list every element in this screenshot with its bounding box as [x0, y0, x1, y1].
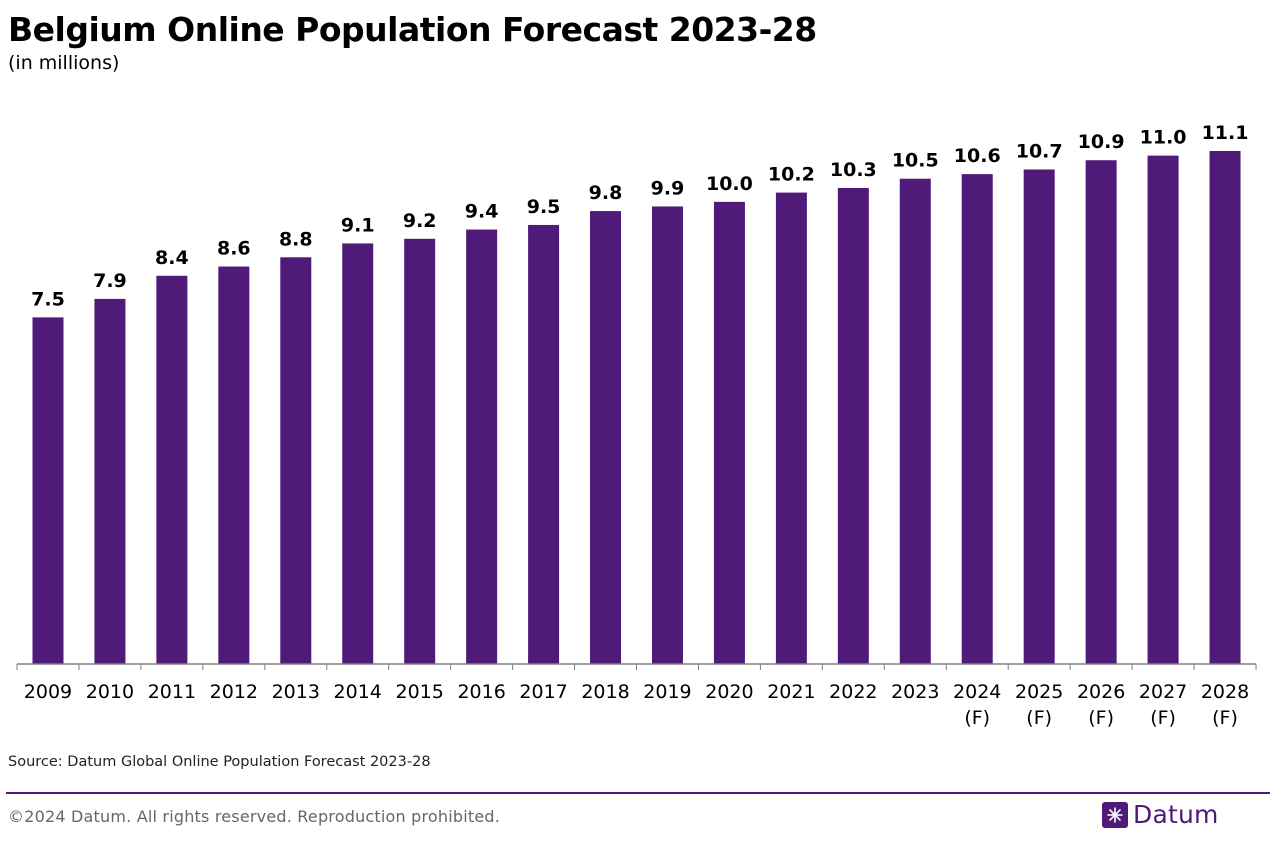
bar-value-label: 10.5 — [892, 150, 939, 172]
x-tick-label: 2028 (F) — [1201, 681, 1249, 729]
bar-value-label: 10.0 — [706, 173, 753, 195]
logo-text: Datum — [1133, 800, 1219, 829]
bar-2009 — [32, 317, 64, 664]
bar-2027 — [1147, 155, 1179, 664]
bar-2011 — [156, 275, 188, 664]
x-tick-label: 2019 — [643, 681, 691, 703]
bar-2017 — [528, 224, 560, 664]
bar-2013 — [280, 257, 312, 664]
bar-value-label: 8.6 — [217, 238, 251, 260]
bar-value-label: 9.9 — [651, 177, 685, 199]
bar-value-label: 8.4 — [155, 247, 189, 269]
footer-divider — [6, 792, 1270, 794]
bar-value-label: 9.5 — [527, 196, 561, 218]
chart-title: Belgium Online Population Forecast 2023-… — [8, 10, 817, 49]
x-tick-label: 2013 — [272, 681, 320, 703]
bar-value-label: 9.8 — [589, 182, 623, 204]
bar-value-label: 9.4 — [465, 201, 499, 223]
x-tick-label: 2017 — [519, 681, 567, 703]
bar-2025 — [1023, 169, 1055, 665]
x-tick-label: 2025 (F) — [1015, 681, 1063, 729]
x-tick-label: 2026 (F) — [1077, 681, 1125, 729]
bar-value-label: 10.6 — [954, 145, 1001, 167]
bar-value-label: 10.7 — [1016, 140, 1063, 162]
x-tick-label: 2012 — [210, 681, 258, 703]
bar-2026 — [1085, 160, 1117, 665]
bar-value-label: 10.3 — [830, 159, 877, 181]
bar-value-label: 11.0 — [1140, 127, 1187, 149]
chart-subtitle: (in millions) — [8, 52, 120, 74]
datum-logo-mark — [1107, 807, 1123, 823]
x-tick-label: 2027 (F) — [1139, 681, 1187, 729]
datum-logo-icon — [1102, 802, 1128, 828]
bar-2012 — [218, 266, 250, 664]
bar-value-label: 7.5 — [31, 288, 65, 310]
x-tick-label: 2022 — [829, 681, 877, 703]
bar-value-label: 10.2 — [768, 164, 815, 186]
copyright-text: ©2024 Datum. All rights reserved. Reprod… — [8, 807, 501, 826]
bar-2020 — [713, 201, 745, 664]
x-tick-label: 2018 — [581, 681, 629, 703]
bar-2016 — [466, 229, 498, 664]
x-axis — [16, 663, 1257, 670]
bars-group — [32, 151, 1241, 665]
bar-value-label: 11.1 — [1202, 122, 1249, 144]
bar-2022 — [837, 187, 869, 664]
bar-2015 — [404, 238, 436, 664]
bar-2023 — [899, 178, 931, 665]
bar-2010 — [94, 298, 126, 664]
bar-value-label: 7.9 — [93, 270, 127, 292]
bar-2019 — [651, 206, 683, 664]
source-note: Source: Datum Global Online Population F… — [8, 754, 431, 770]
x-tick-label: 2020 — [705, 681, 753, 703]
bar-value-label: 8.8 — [279, 228, 313, 250]
x-tick-label: 2010 — [86, 681, 134, 703]
datum-logo: Datum — [1102, 800, 1219, 830]
x-tick-label: 2015 — [396, 681, 444, 703]
x-tick-label: 2011 — [148, 681, 196, 703]
x-tick-label: 2024 (F) — [953, 681, 1001, 729]
bar-value-label: 9.2 — [403, 210, 437, 232]
bar-2028 — [1209, 151, 1241, 664]
bar-2018 — [590, 211, 622, 664]
bar-2021 — [775, 192, 807, 664]
x-tick-labels-group: 2009 2010 2011 2012 2013 2014 2015 2016 2017 2018… — [24, 681, 1249, 729]
bar-value-label: 10.9 — [1078, 131, 1125, 153]
x-tick-label: 2021 — [767, 681, 815, 703]
bar-2014 — [342, 243, 374, 664]
x-tick-label: 2023 — [891, 681, 939, 703]
x-tick-label: 2009 — [24, 681, 72, 703]
value-labels-group: 7.5 7.9 8.4 8.6 8.8 9.1 9.2 9.4 9.5 9.8 9.9 10.0 10.… — [31, 122, 1248, 310]
x-tick-label: 2016 — [457, 681, 505, 703]
bar-2024 — [961, 174, 993, 665]
x-tick-label: 2014 — [334, 681, 382, 703]
bar-chart: 7.5 7.9 8.4 8.6 8.8 9.1 9.2 9.4 9.5 9.8 9.9 10.0 10.… — [16, 122, 1257, 729]
bar-value-label: 9.1 — [341, 214, 375, 236]
